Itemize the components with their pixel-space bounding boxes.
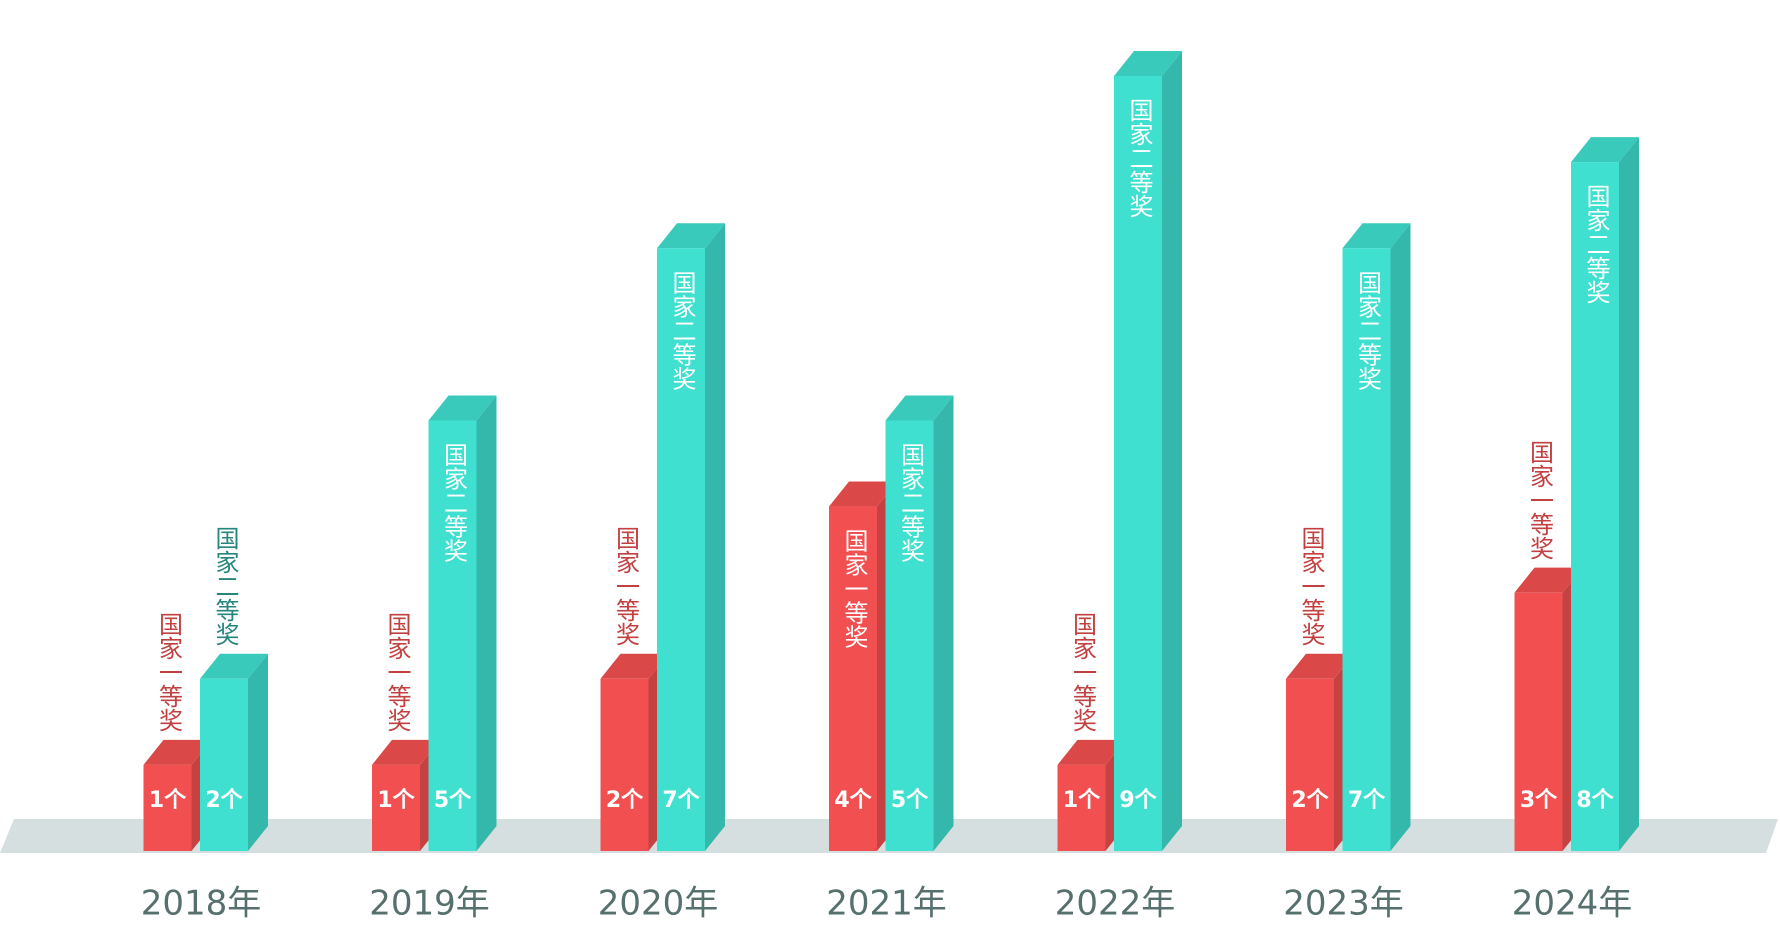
bar-top: [1571, 137, 1639, 163]
value-label: 1个: [149, 788, 187, 813]
value-label: 7个: [662, 788, 700, 813]
series-name-label: 国家一等奖: [840, 529, 868, 649]
value-label: 2个: [606, 788, 644, 813]
bar-top: [657, 223, 725, 249]
value-label: 4个: [834, 788, 872, 813]
value-label: 5个: [434, 788, 472, 813]
value-label: 3个: [1520, 788, 1558, 813]
x-tick-label: 2023年: [1283, 884, 1404, 924]
value-label: 1个: [377, 788, 415, 813]
bar-top: [1342, 223, 1411, 249]
series-name-label: 国家二等奖: [897, 442, 925, 562]
bar-front: [1057, 764, 1106, 851]
bar-top: [372, 739, 440, 765]
series-name-label: 国家一等奖: [1526, 440, 1554, 560]
bar-side: [1390, 223, 1411, 851]
bar-top: [885, 395, 954, 421]
value-label: 9个: [1119, 788, 1157, 813]
bar-side: [705, 223, 725, 851]
bar-top: [600, 653, 669, 679]
bar-front: [372, 764, 420, 851]
series-name-label: 国家一等奖: [612, 526, 640, 646]
series-name-label: 国家二等奖: [1582, 184, 1610, 304]
value-label: 8个: [1576, 788, 1614, 813]
bar-top: [143, 739, 212, 765]
bar-front: [1286, 678, 1334, 851]
value-label: 1个: [1063, 788, 1101, 813]
value-label: 7个: [1348, 788, 1386, 813]
series-name-label: 国家一等奖: [383, 612, 411, 732]
value-label: 2个: [205, 788, 243, 813]
bar-top: [1514, 567, 1583, 593]
x-tick-label: 2020年: [598, 884, 719, 924]
bar-front: [600, 678, 649, 851]
bar-front: [143, 764, 192, 851]
bar-front: [1342, 248, 1391, 851]
series-name-label: 国家一等奖: [1069, 612, 1097, 732]
value-label: 5个: [891, 788, 929, 813]
series-name-label: 国家一等奖: [1297, 526, 1325, 646]
bar-side: [933, 395, 954, 851]
x-tick-label: 2024年: [1512, 884, 1633, 924]
bar: [1571, 137, 1639, 852]
bar-front: [1514, 592, 1563, 851]
bar-front: [1571, 162, 1619, 852]
series-name-label: 国家二等奖: [668, 270, 696, 390]
series-name-label: 国家二等奖: [440, 442, 468, 562]
bar-top: [200, 653, 268, 679]
bar-front: [1114, 76, 1162, 851]
series-name-label: 国家二等奖: [211, 526, 239, 646]
bar-front: [657, 248, 705, 851]
value-label: 2个: [1291, 788, 1329, 813]
bar-front: [200, 678, 248, 851]
series-name-label: 国家一等奖: [155, 612, 183, 732]
bar-side: [476, 395, 497, 851]
bar: [200, 653, 268, 851]
bar: [657, 223, 725, 851]
bar-top: [428, 395, 497, 421]
bar: [885, 395, 954, 851]
bar-front: [885, 420, 934, 851]
bar: [1114, 51, 1182, 851]
series-name-label: 国家二等奖: [1354, 270, 1382, 390]
bar-top: [1057, 739, 1126, 765]
bar-top: [1286, 653, 1354, 679]
x-tick-label: 2018年: [141, 884, 262, 924]
x-tick-label: 2022年: [1055, 884, 1176, 924]
x-tick-label: 2021年: [826, 884, 947, 924]
bar-side: [1619, 137, 1639, 852]
bar-top: [829, 481, 897, 507]
x-tick-label: 2019年: [369, 884, 490, 924]
bar: [428, 395, 497, 851]
bar-front: [428, 420, 477, 851]
bar-side: [248, 653, 268, 851]
bar: [1342, 223, 1411, 851]
bar-front: [829, 506, 877, 851]
bar-top: [1114, 51, 1182, 76]
bar-side: [1162, 51, 1182, 851]
series-name-label: 国家二等奖: [1125, 98, 1153, 218]
